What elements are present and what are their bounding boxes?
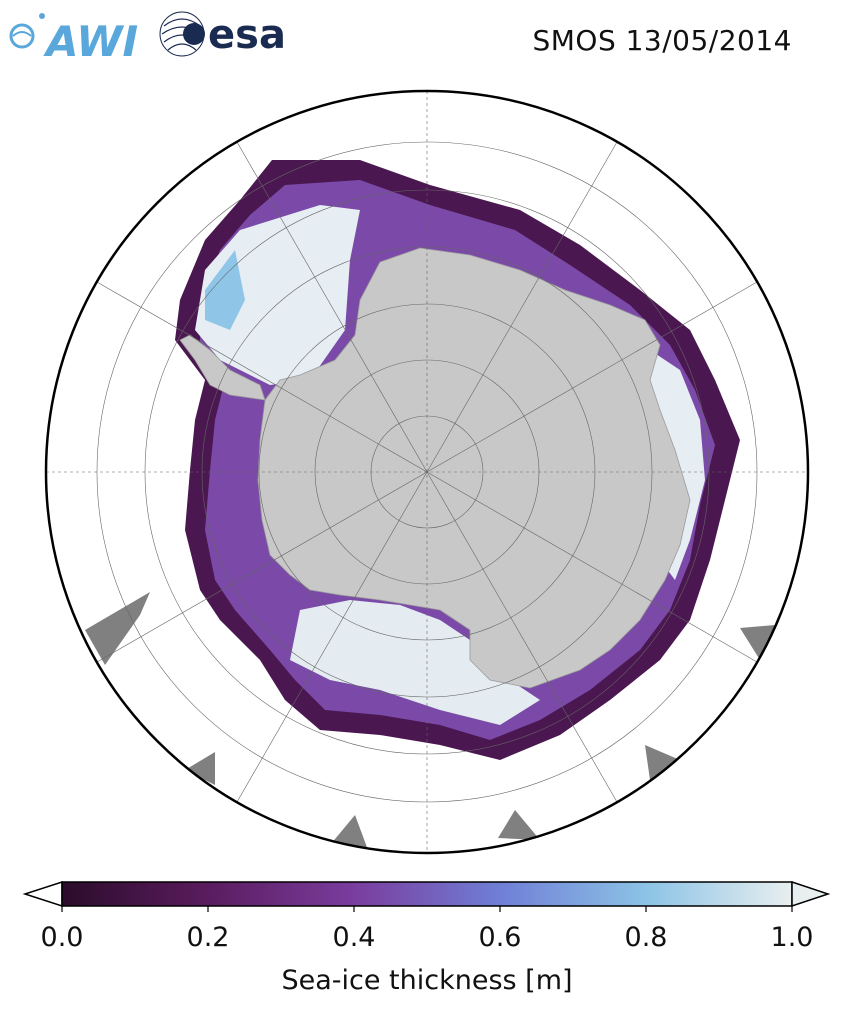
esa-logo-text: esa: [208, 12, 286, 58]
colorbar-extend-max: [791, 880, 831, 908]
colorbar-tick-label: 0.4: [332, 922, 376, 953]
map-title: SMOS 13/05/2014: [532, 24, 792, 57]
colorbar-extend-min: [22, 880, 63, 908]
colorbar-gradient: [61, 881, 793, 907]
sea-ice-thick-2: [290, 600, 540, 725]
awi-logo-text: AWI: [43, 17, 138, 64]
awi-logo: AWI: [8, 6, 148, 68]
nz-tip: [498, 810, 540, 840]
antarctic-peninsula: [179, 334, 266, 401]
map-boundary: [44, 89, 810, 855]
south-america-tip: [85, 592, 150, 665]
australia-tip: [645, 745, 680, 780]
colorbar-ticks: [61, 906, 793, 912]
island-2: [185, 752, 215, 785]
esa-logo: esa: [158, 8, 308, 70]
graticule: [46, 91, 808, 853]
colorbar-label: Sea-ice thickness [m]: [281, 965, 573, 996]
colorbar-tick-label: 0.2: [186, 922, 230, 953]
colorbar: [22, 880, 831, 912]
colorbar-tick-label: 0.6: [478, 922, 522, 953]
colorbar-tick-label: 0.8: [624, 922, 668, 953]
africa-tip: [740, 625, 775, 660]
sea-ice-thick: [195, 205, 360, 385]
colorbar-tick-label: 1.0: [770, 922, 814, 953]
sea-ice-blue: [205, 250, 245, 330]
colorbar-tick-label: 0.0: [40, 922, 84, 953]
polar-map: [44, 89, 810, 855]
island-1: [330, 815, 368, 850]
